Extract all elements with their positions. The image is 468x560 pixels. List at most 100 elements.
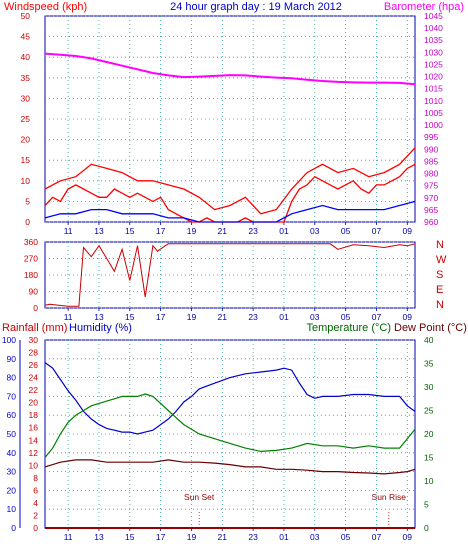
rain-tick-label: 20 <box>29 398 39 408</box>
temperature-axis-label: Temperature (°C) <box>307 322 391 334</box>
rain-tick-label: 16 <box>29 423 39 433</box>
series-line-0 <box>44 52 416 86</box>
x-tick-label: 19 <box>187 226 197 236</box>
rain-tick-label: 18 <box>29 410 39 420</box>
x-tick-label: 09 <box>403 312 413 322</box>
series-line-2 <box>44 459 416 475</box>
x-tick-label: 17 <box>156 226 166 236</box>
temperature-tick-label: 30 <box>424 382 434 392</box>
humidity-tick-label: 10 <box>7 504 17 514</box>
temperature-tick-label: 10 <box>424 476 434 486</box>
barometer-tick-label: 995 <box>424 132 438 142</box>
x-tick-label: 17 <box>156 312 166 322</box>
direction-tick-label: 0 <box>33 303 38 313</box>
x-tick-label: 01 <box>279 532 289 542</box>
direction-line-0 <box>44 243 416 307</box>
x-tick-label: 07 <box>372 226 382 236</box>
compass-label: S <box>436 269 443 281</box>
humidity-tick-label: 20 <box>7 485 17 495</box>
series-line-3 <box>44 200 416 223</box>
rain-tick-label: 30 <box>29 335 39 345</box>
barometer-tick-label: 1025 <box>424 59 443 69</box>
rain-tick-label: 24 <box>29 373 39 383</box>
compass-label: N <box>436 239 444 251</box>
x-tick-label: 01 <box>279 312 289 322</box>
barometer-tick-label: 1030 <box>424 47 443 57</box>
humidity-tick-label: 60 <box>7 410 17 420</box>
windspeed-axis-label: Windspeed (kph) <box>4 1 87 13</box>
sun-annotation: Sun Rise <box>372 492 407 502</box>
sun-annotation: Sun Set <box>184 492 215 502</box>
x-tick-label: 15 <box>125 532 135 542</box>
barometer-tick-label: 980 <box>424 169 438 179</box>
x-tick-label: 13 <box>94 532 104 542</box>
humidity-tick-label: 50 <box>7 429 17 439</box>
temperature-tick-label: 40 <box>424 335 434 345</box>
barometer-tick-label: 1015 <box>424 84 443 94</box>
x-tick-label: 11 <box>64 226 73 236</box>
rain-tick-label: 0 <box>33 523 38 533</box>
wind-tick-label: 45 <box>21 32 31 42</box>
wind-tick-label: 30 <box>21 93 31 103</box>
direction-tick-label: 270 <box>24 254 38 264</box>
direction-tick-label: 90 <box>29 287 39 297</box>
barometer-tick-label: 970 <box>424 193 438 203</box>
x-tick-label: 05 <box>341 312 351 322</box>
x-tick-label: 23 <box>248 532 258 542</box>
x-tick-label: 15 <box>125 226 135 236</box>
barometer-tick-label: 1000 <box>424 120 443 130</box>
barometer-tick-label: 1035 <box>424 35 443 45</box>
humidity-tick-label: 30 <box>7 467 17 477</box>
wind-tick-label: 40 <box>21 52 31 62</box>
barometer-tick-label: 990 <box>424 144 438 154</box>
series-line-2 <box>44 147 416 215</box>
x-tick-label: 19 <box>187 312 197 322</box>
humidity-tick-label: 100 <box>2 335 16 345</box>
barometer-tick-label: 1010 <box>424 96 443 106</box>
wind-tick-label: 10 <box>21 176 31 186</box>
barometer-tick-label: 965 <box>424 205 438 215</box>
dewpoint-axis-label: Dew Point (°C) <box>394 322 467 334</box>
barometer-tick-label: 1040 <box>424 23 443 33</box>
x-tick-label: 03 <box>310 532 320 542</box>
humidity-tick-label: 90 <box>7 354 17 364</box>
x-tick-label: 21 <box>218 312 228 322</box>
temperature-tick-label: 0 <box>424 523 429 533</box>
barometer-tick-label: 1020 <box>424 72 443 82</box>
temperature-tick-label: 15 <box>424 453 434 463</box>
wind-tick-label: 25 <box>21 114 31 124</box>
series-line-0 <box>44 362 416 435</box>
wind-tick-label: 15 <box>21 155 31 165</box>
x-tick-label: 09 <box>403 532 413 542</box>
x-tick-label: 03 <box>310 312 320 322</box>
humidity-axis-label: Humidity (%) <box>69 322 132 334</box>
barometer-tick-label: 975 <box>424 181 438 191</box>
rain-tick-label: 12 <box>29 448 39 458</box>
barometer-axis-label: Barometer (hpa) <box>384 1 464 13</box>
x-tick-label: 21 <box>218 532 228 542</box>
humidity-tick-label: 0 <box>11 523 16 533</box>
wind-tick-label: 0 <box>25 217 30 227</box>
x-tick-label: 23 <box>248 226 258 236</box>
x-tick-label: 05 <box>341 226 351 236</box>
temperature-tick-label: 35 <box>424 359 434 369</box>
x-tick-label: 01 <box>279 226 289 236</box>
x-tick-label: 13 <box>94 226 104 236</box>
x-tick-label: 15 <box>125 312 135 322</box>
wind-tick-label: 35 <box>21 73 31 83</box>
humidity-tick-label: 80 <box>7 373 17 383</box>
direction-tick-label: 180 <box>24 270 38 280</box>
chart-title: 24 hour graph day : 19 March 2012 <box>170 1 342 13</box>
x-tick-label: 13 <box>94 312 104 322</box>
rain-tick-label: 26 <box>29 360 39 370</box>
x-tick-label: 21 <box>218 226 228 236</box>
temperature-tick-label: 20 <box>424 429 434 439</box>
rain-tick-label: 14 <box>29 435 39 445</box>
barometer-tick-label: 1005 <box>424 108 443 118</box>
rain-tick-label: 4 <box>33 498 38 508</box>
wind-tick-label: 20 <box>21 135 31 145</box>
x-tick-label: 05 <box>341 532 351 542</box>
compass-label: W <box>436 254 447 266</box>
